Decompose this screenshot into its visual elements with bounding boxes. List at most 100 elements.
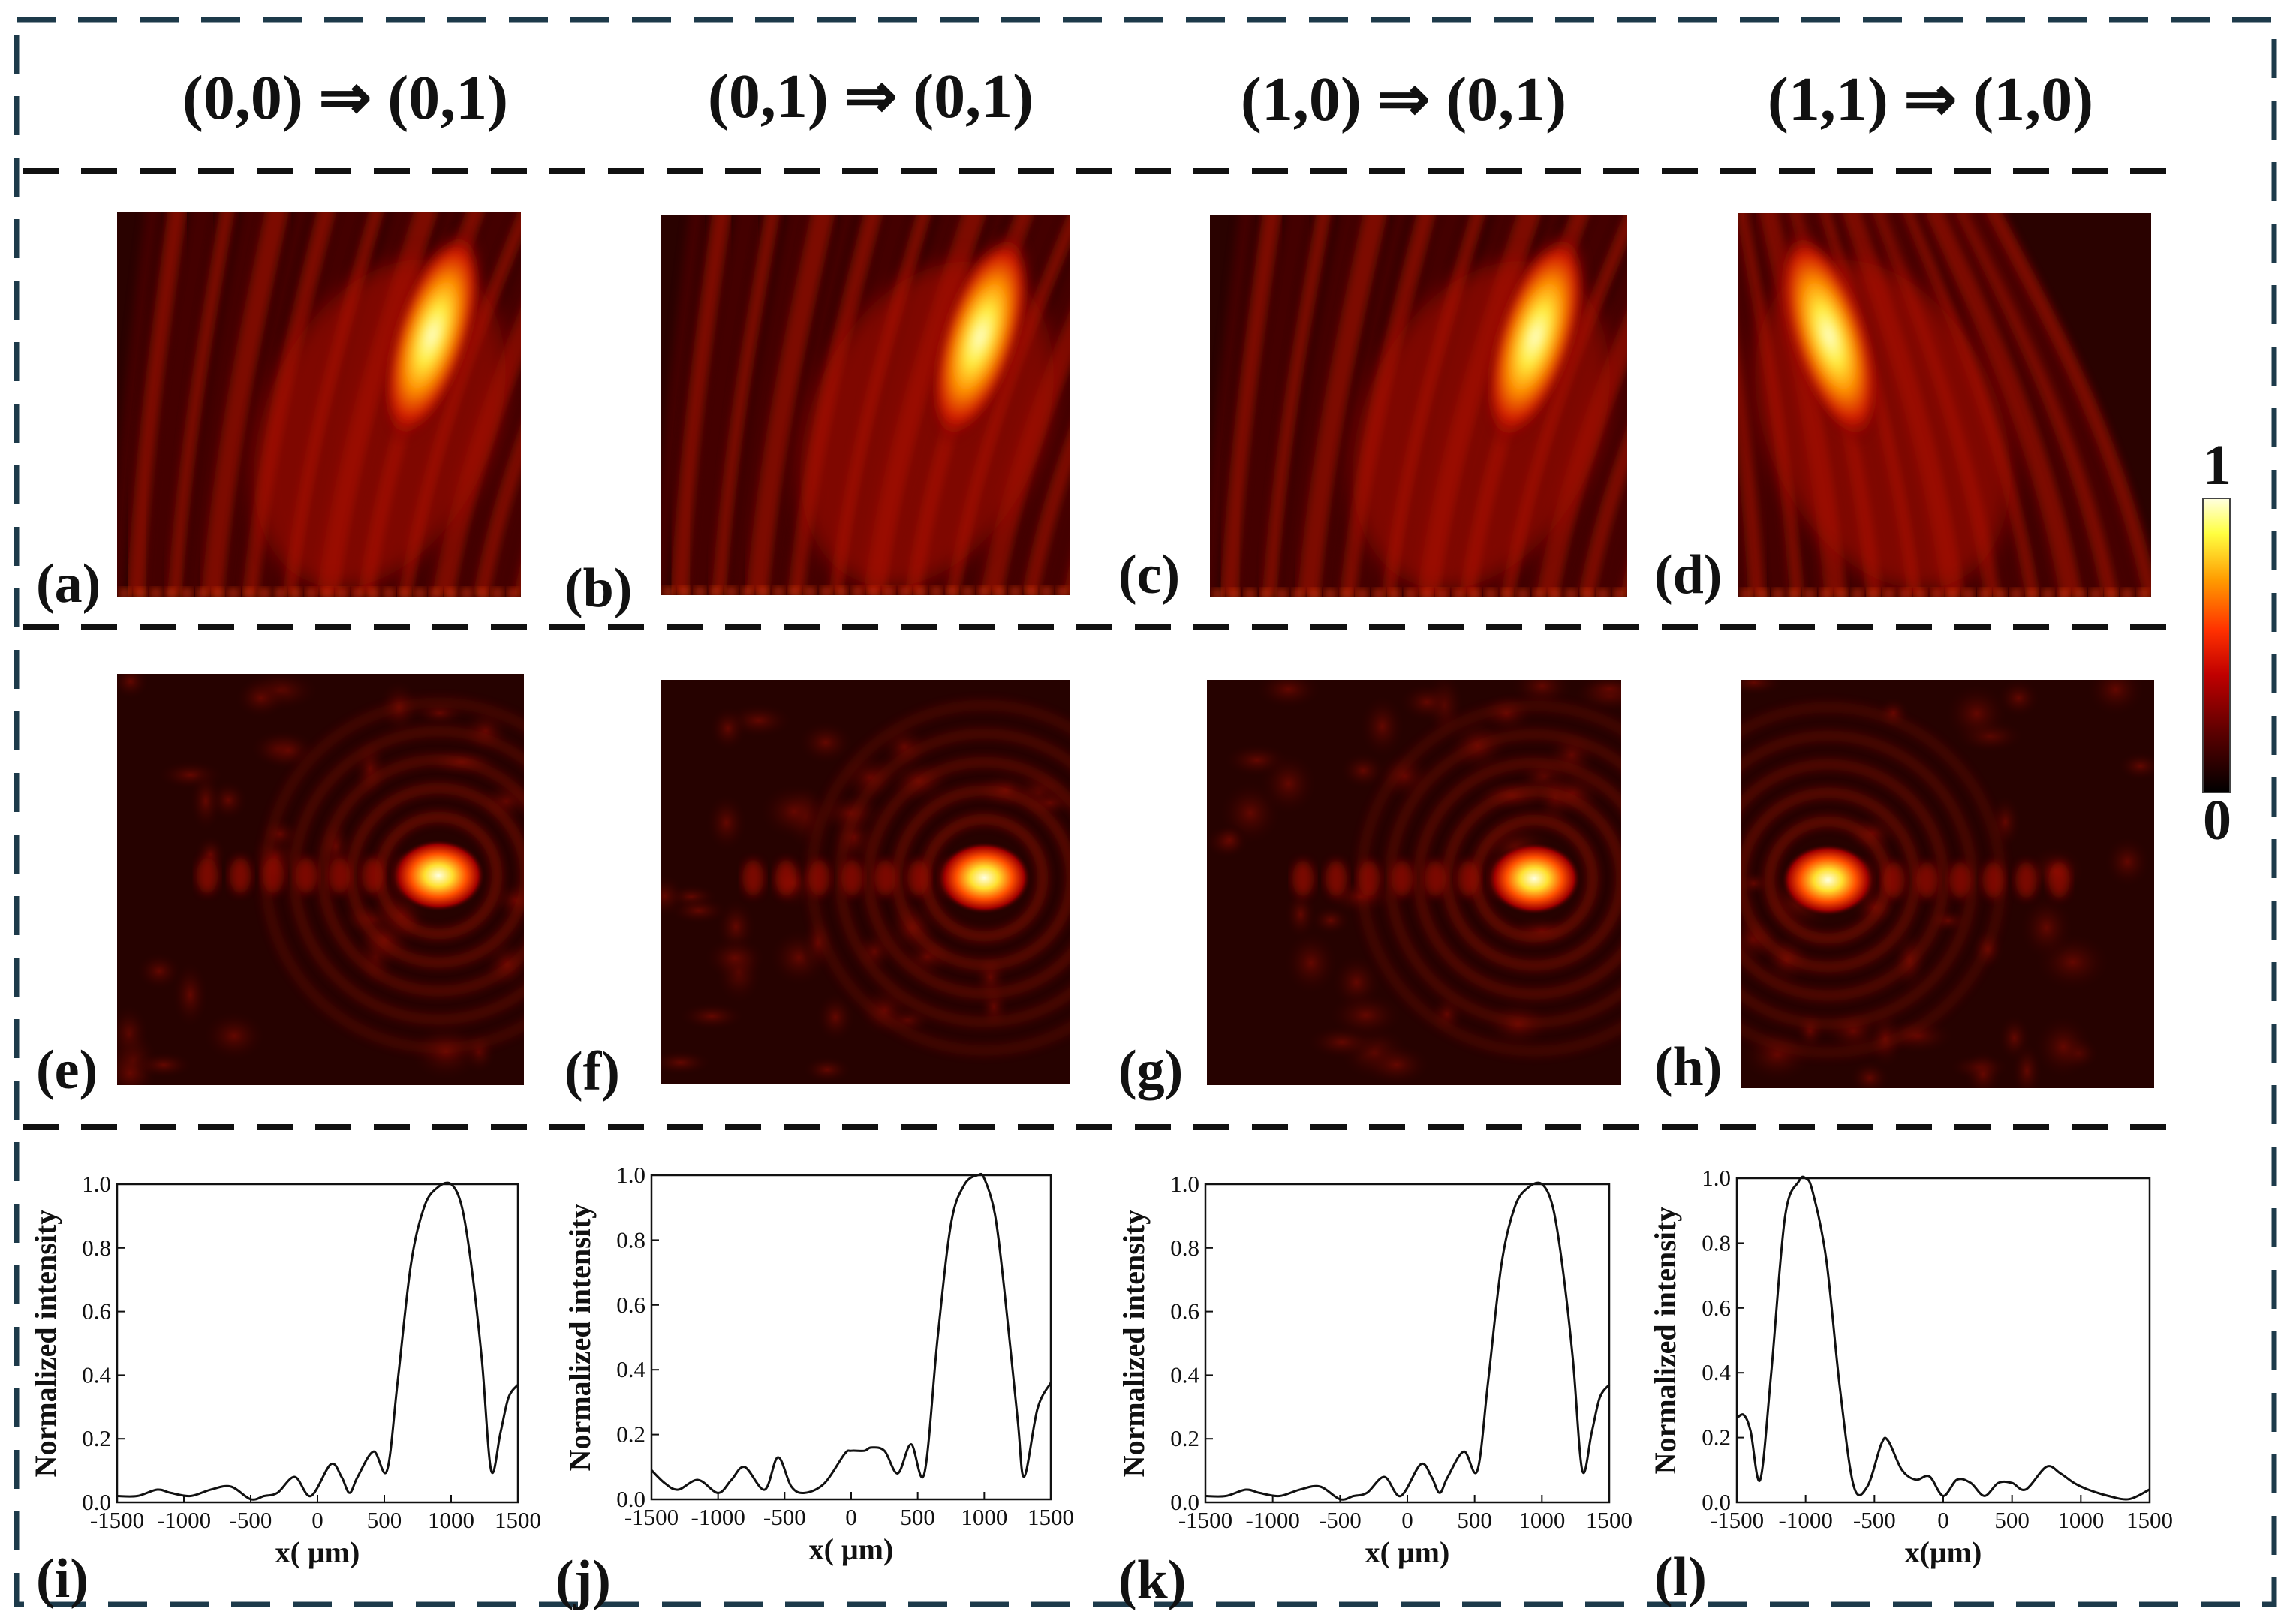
y-tick-label: 0.6 bbox=[82, 1298, 111, 1325]
side-lobe bbox=[1292, 860, 1314, 897]
edge-speckle bbox=[1995, 589, 2006, 597]
fringe bbox=[1966, 213, 2144, 597]
speckle-blob bbox=[188, 768, 224, 834]
edge-speckle bbox=[1485, 589, 1497, 597]
panel-label-i: (i) bbox=[36, 1548, 89, 1610]
side-lobe bbox=[362, 857, 384, 894]
x-tick-label: -1500 bbox=[1710, 1507, 1764, 1533]
edge-speckle bbox=[2058, 589, 2069, 597]
panel-label-b: (b) bbox=[564, 558, 632, 619]
speckle-blob bbox=[2018, 892, 2075, 963]
fringe bbox=[1595, 478, 1627, 597]
side-lobe bbox=[742, 859, 764, 896]
intensity-profiles-row: -1500 -1000 -500 0 500 1000 1500 0.0 0.2 0.4 0.6 0.… bbox=[29, 1162, 2173, 1569]
propagation-map-1 bbox=[117, 212, 521, 597]
edge-speckle bbox=[275, 588, 286, 597]
fringe bbox=[1985, 213, 2151, 597]
edge-speckle bbox=[694, 587, 706, 595]
side-lobe bbox=[1458, 860, 1479, 897]
speckle-blob bbox=[2032, 1012, 2095, 1081]
y-tick-label: 0.8 bbox=[1702, 1229, 1731, 1256]
panel-label-j: (j) bbox=[555, 1550, 611, 1611]
x-axis-label: x(μm) bbox=[1905, 1535, 1982, 1569]
propagation-map-2 bbox=[661, 215, 1070, 595]
edge-speckle bbox=[1566, 589, 1577, 597]
edge-speckle bbox=[492, 588, 503, 597]
edge-speckle bbox=[1373, 589, 1384, 597]
y-tick-label: 0.0 bbox=[82, 1489, 111, 1515]
edge-speckle bbox=[1947, 589, 1958, 597]
edge-speckle bbox=[1325, 589, 1336, 597]
intensity-curve bbox=[116, 1181, 519, 1501]
panel-label-d: (d) bbox=[1654, 544, 1722, 606]
colorbar-gradient bbox=[2202, 498, 2231, 793]
y-tick-label: 0.0 bbox=[1702, 1489, 1731, 1515]
y-tick-label: 0.2 bbox=[1702, 1424, 1731, 1451]
edge-speckle bbox=[1900, 589, 1911, 597]
y-tick-label: 0.0 bbox=[616, 1486, 645, 1512]
side-lobe bbox=[1359, 860, 1380, 897]
header-2: (0,1) ⇒ (0,1) bbox=[708, 62, 1034, 131]
edge-speckle bbox=[352, 588, 363, 597]
propagation-map-4 bbox=[1738, 213, 2151, 597]
edge-speckle bbox=[710, 587, 721, 595]
speckle-blob bbox=[1283, 888, 1318, 941]
x-tick-label: 0 bbox=[1937, 1507, 1949, 1533]
x-tick-label: -1500 bbox=[90, 1507, 144, 1533]
edge-speckle bbox=[119, 588, 131, 597]
edge-speckle bbox=[1915, 589, 1927, 597]
edge-speckle bbox=[1883, 589, 1894, 597]
y-tick-label: 0.0 bbox=[1170, 1489, 1199, 1515]
speckle-blob bbox=[757, 781, 832, 842]
fringe bbox=[472, 423, 521, 597]
x-tick-label: -1000 bbox=[691, 1504, 745, 1530]
x-tick-label: -1000 bbox=[1246, 1507, 1300, 1533]
edge-speckle bbox=[726, 587, 737, 595]
panel-labels: (a) (b) (c) (d) (e) (f) (g) (h) (i) (j) … bbox=[36, 544, 1722, 1611]
edge-speckle bbox=[1533, 589, 1545, 597]
edge-speckle bbox=[197, 588, 208, 597]
intensity-plot-2: -1500 -1000 -500 0 500 1000 1500 0.0 0.2 0.4 0.6 0.… bbox=[563, 1162, 1074, 1566]
edge-speckle bbox=[1867, 589, 1879, 597]
side-lobe bbox=[296, 857, 317, 894]
speckle-blob bbox=[2102, 834, 2153, 890]
edge-speckle bbox=[1010, 587, 1021, 595]
ring bbox=[289, 726, 524, 1025]
speckle-blob bbox=[1326, 991, 1406, 1040]
side-lobe bbox=[1916, 862, 1938, 898]
y-tick-label: 0.8 bbox=[616, 1226, 645, 1253]
side-lobe bbox=[874, 859, 896, 896]
edge-speckle bbox=[1405, 589, 1416, 597]
propagation-map-3 bbox=[1210, 215, 1627, 597]
edge-speckle bbox=[899, 587, 910, 595]
fringe bbox=[670, 215, 732, 595]
fringe bbox=[746, 215, 835, 595]
panel-label-a: (a) bbox=[36, 553, 101, 615]
edge-speckle bbox=[1549, 589, 1560, 597]
x-axis-label: x( μm) bbox=[1365, 1535, 1450, 1569]
edge-speckle bbox=[1597, 589, 1608, 597]
panel-label-h: (h) bbox=[1654, 1036, 1722, 1098]
edge-speckle bbox=[915, 587, 926, 595]
edge-speckle bbox=[1789, 589, 1800, 597]
focal-spot bbox=[392, 839, 486, 912]
edge-speckle bbox=[430, 588, 441, 597]
speckle-blob bbox=[132, 1051, 195, 1080]
edge-speckle bbox=[2027, 589, 2038, 597]
fringe bbox=[1220, 215, 1283, 597]
edge-speckle bbox=[166, 588, 177, 597]
fringe bbox=[1262, 215, 1332, 597]
fringe bbox=[224, 212, 310, 597]
fringe bbox=[1004, 374, 1070, 595]
x-tick-label: 1000 bbox=[961, 1504, 1007, 1530]
edge-speckle bbox=[243, 588, 254, 597]
side-lobe bbox=[1883, 862, 1905, 898]
ring bbox=[892, 785, 1070, 970]
edge-speckle bbox=[1469, 589, 1480, 597]
fringe bbox=[1022, 424, 1070, 595]
edge-speckle bbox=[994, 587, 1005, 595]
fringe bbox=[1955, 213, 2122, 597]
edge-speckle bbox=[1025, 587, 1037, 595]
beam-hotspot bbox=[927, 227, 1033, 447]
